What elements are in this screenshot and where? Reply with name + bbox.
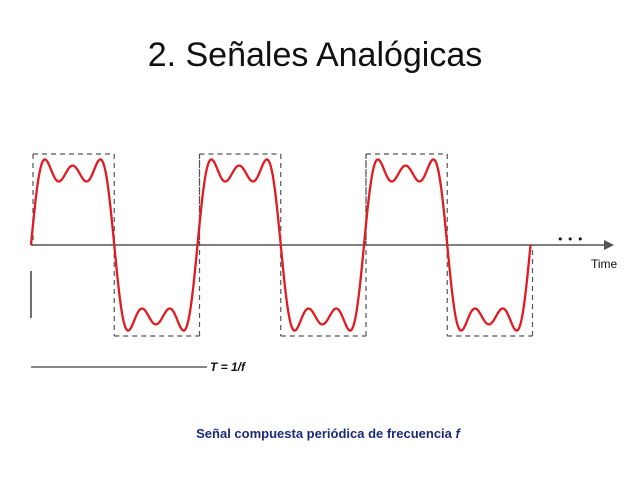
caption-variable: f [455,426,460,441]
diagram-caption: Señal compuesta periódica de frecuencia … [0,426,638,441]
continuation-dots: • • • [557,233,583,246]
composite-signal-curve [29,158,532,332]
time-axis-label: Time [591,257,618,271]
caption-text: Señal compuesta periódica de frecuencia [196,426,452,441]
slide-title: 2. Señales Analógicas [147,36,483,74]
period-label: T = 1/f [210,360,246,374]
time-axis-arrowhead [604,240,614,250]
